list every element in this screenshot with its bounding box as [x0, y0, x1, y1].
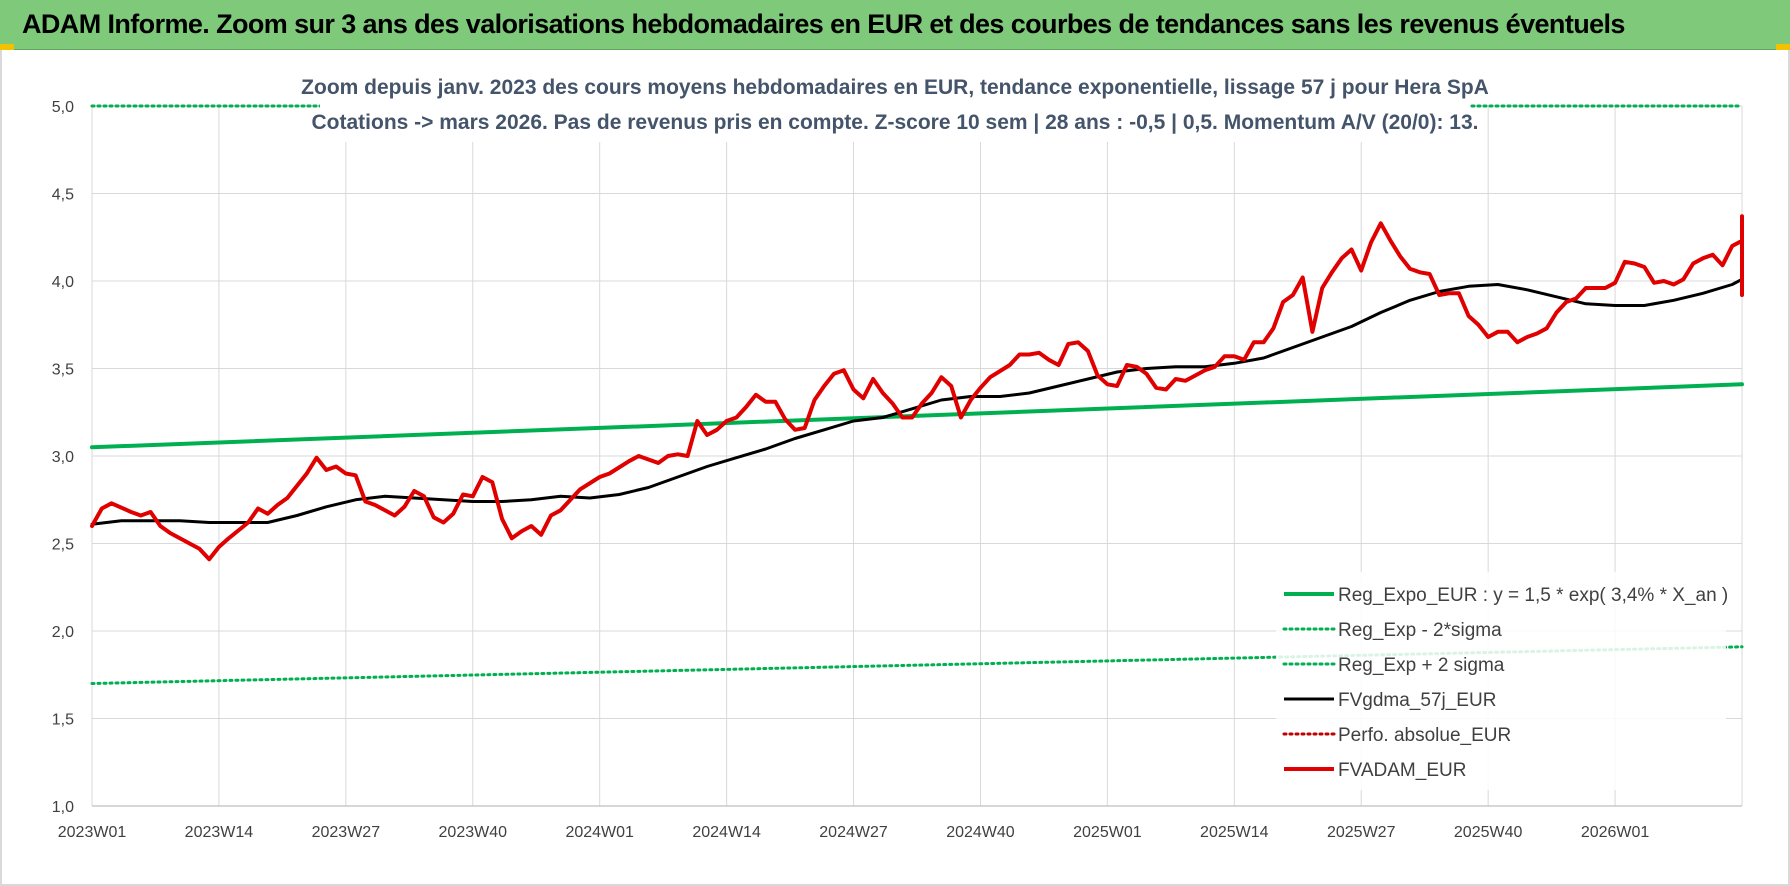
legend-label: FVgdma_57j_EUR [1338, 690, 1496, 711]
title-background [320, 64, 1470, 142]
chart-title: Zoom depuis janv. 2023 des cours moyens … [301, 64, 1489, 142]
x-tick-label: 2026W01 [1581, 824, 1650, 841]
corner-marker [1776, 44, 1790, 50]
x-tick-label: 2023W14 [185, 824, 254, 841]
y-tick-label: 2,5 [52, 537, 74, 554]
corner-marker [0, 44, 14, 50]
series-line-3 [90, 267, 1744, 526]
axes: 1,0 1,5 2,0 2,5 3,0 3,5 4,0 4,5 5,0 2023W01 2023W1… [52, 99, 1742, 841]
y-tick-label: 3,5 [52, 362, 74, 379]
y-tick-label: 3,0 [52, 449, 74, 466]
legend-label: Reg_Exp + 2 sigma [1338, 655, 1505, 676]
grid-lines [91, 105, 1743, 807]
x-tick-label: 2023W40 [439, 824, 508, 841]
x-tick-label: 2025W40 [1454, 824, 1523, 841]
y-tick-label: 1,5 [52, 712, 74, 729]
x-tick-label: 2023W01 [58, 824, 127, 841]
legend-background [1276, 572, 1726, 790]
x-tick-label: 2025W27 [1327, 824, 1396, 841]
legend-label: Reg_Exp - 2*sigma [1338, 620, 1502, 641]
x-tick-label: 2024W01 [565, 824, 634, 841]
y-tick-label: 1,0 [52, 799, 74, 816]
x-tick-label: 2025W01 [1073, 824, 1142, 841]
legend-label: Perfo. absolue_EUR [1338, 725, 1511, 746]
x-tick-label: 2024W40 [946, 824, 1015, 841]
legend: Reg_Expo_EUR : y = 1,5 * exp( 3,4% * X_a… [1276, 572, 1728, 790]
legend-label: FVADAM_EUR [1338, 760, 1466, 781]
page-title: ADAM Informe. Zoom sur 3 ans des valoris… [22, 9, 1625, 39]
x-tick-label: 2024W14 [692, 824, 761, 841]
chart-title-line-2: Cotations -> mars 2026. Pas de revenus p… [312, 111, 1479, 134]
legend-label: Reg_Expo_EUR : y = 1,5 * exp( 3,4% * X_a… [1338, 585, 1728, 606]
header-banner: ADAM Informe. Zoom sur 3 ans des valoris… [0, 0, 1790, 50]
series-line-5 [90, 214, 1744, 562]
y-tick-label: 4,0 [52, 274, 74, 291]
y-tick-label: 4,5 [52, 187, 74, 204]
series-line-0 [90, 382, 1744, 450]
x-tick-label: 2025W14 [1200, 824, 1269, 841]
x-tick-label: 2024W27 [819, 824, 888, 841]
x-tick-label: 2023W27 [312, 824, 381, 841]
y-tick-label: 2,0 [52, 624, 74, 641]
chart-title-line-1: Zoom depuis janv. 2023 des cours moyens … [301, 76, 1489, 99]
y-tick-label: 5,0 [52, 99, 74, 116]
